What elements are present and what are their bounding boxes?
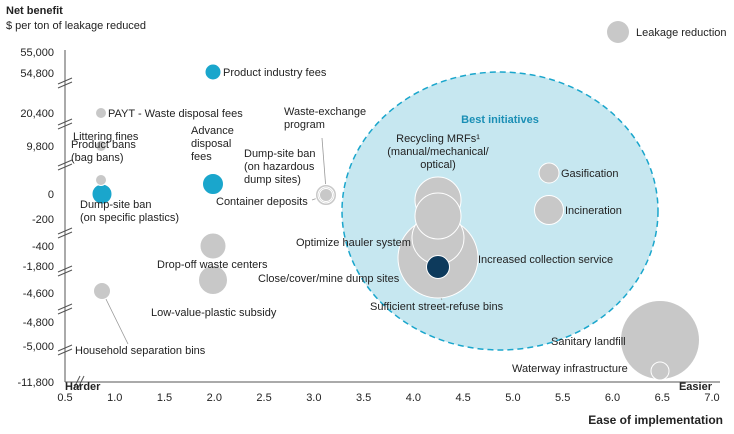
label-drop-off-waste-centers: Drop-off waste centers: [157, 259, 268, 271]
label-littering-fines: Littering fines: [73, 131, 139, 143]
bubble-littering-fines: [95, 140, 107, 152]
label-product-industry-fees: Product industry fees: [223, 67, 327, 79]
bubble-sufficient-street-refuse-bins: [426, 255, 450, 279]
y-tick-label: -1,800: [23, 261, 54, 273]
x-harder-label: Harder: [65, 381, 101, 393]
label-low-value-plastic-subsidy: Low-value-plastic subsidy: [151, 307, 277, 319]
bubble-incineration: [534, 195, 564, 225]
bubble-advance-disposal-fees: [202, 173, 224, 195]
y-tick-label: -5,000: [23, 341, 54, 353]
x-easier-label: Easier: [679, 381, 713, 393]
y-tick-label: -400: [32, 241, 54, 253]
legend-label: Leakage reduction: [636, 27, 727, 39]
x-ticks: 0.5 1.0 1.5 2.0 2.5 3.0 3.5 4.0 4.5 5.0 5.5 6.0 6.5 7…: [57, 392, 719, 404]
x-tick-label: 3.0: [306, 392, 321, 404]
chart-title: Net benefit: [6, 5, 63, 17]
y-tick-label: 54,800: [20, 68, 54, 80]
label-product-bans: Product bans (bag bans): [71, 139, 136, 164]
x-tick-label: 4.0: [406, 392, 421, 404]
y-tick-label: -200: [32, 214, 54, 226]
label-waterway-infrastructure: Waterway infrastructure: [512, 363, 628, 375]
bubble-waste-exchange-program: [319, 188, 333, 202]
bubble-waterway-infrastructure: [650, 361, 670, 381]
label-container-deposits: Container deposits: [216, 196, 308, 208]
label-recycling-mrfs: Recycling MRFs¹ (manual/mechanical/optica…: [387, 133, 489, 171]
x-axis-title: Ease of implementation: [588, 413, 723, 427]
x-tick-label: 7.0: [704, 392, 719, 404]
label-dump-site-ban-plastics: Dump-site ban (on specific plastics): [80, 199, 179, 224]
bubble-drop-off-waste-centers: [199, 232, 227, 260]
label-incineration: Incineration: [565, 205, 622, 217]
label-household-separation-bins: Household separation bins: [75, 345, 206, 357]
label-gasification: Gasification: [561, 168, 618, 180]
y-tick-label: -4,600: [23, 288, 54, 300]
y-ticks: 55,000 54,800 20,400 9,800 0 -200 -400 -1,800 -4…: [18, 47, 55, 389]
y-tick-label: 0: [48, 189, 54, 201]
x-tick-label: 0.5: [57, 392, 72, 404]
x-tick-label: 3.5: [356, 392, 371, 404]
bubbles: [91, 63, 700, 381]
x-tick-label: 6.5: [655, 392, 670, 404]
y-tick-label: -11,800: [18, 377, 55, 389]
x-tick-label: 6.0: [605, 392, 620, 404]
x-tick-label: 1.0: [107, 392, 122, 404]
x-tick-label: 1.5: [157, 392, 172, 404]
y-tick-label: 20,400: [20, 108, 54, 120]
y-tick-label: 9,800: [26, 141, 54, 153]
x-tick-label: 5.5: [555, 392, 570, 404]
label-payt: PAYT - Waste disposal fees: [108, 108, 243, 120]
label-increased-collection-service: Increased collection service: [478, 254, 613, 266]
x-tick-label: 2.5: [256, 392, 271, 404]
label-sanitary-landfill: Sanitary landfill: [551, 336, 626, 348]
label-optimize-hauler-system: Optimize hauler system: [296, 237, 411, 249]
y-tick-label: 55,000: [20, 47, 54, 59]
label-close-cover-mine-dump-sites: Close/cover/mine dump sites: [258, 273, 400, 285]
bubble-gasification: [538, 162, 560, 184]
y-tick-label: -4,800: [23, 317, 54, 329]
point-labels: Product industry fees PAYT - Waste dispos…: [71, 67, 628, 375]
bubble-product-bans: [95, 174, 107, 186]
cluster-label: Best initiatives: [461, 114, 539, 126]
x-tick-label: 4.5: [456, 392, 471, 404]
bubble-optimize-hauler-system: [414, 192, 462, 240]
bubble-product-industry-fees: [204, 63, 222, 81]
bubble-household-separation-bins: [93, 282, 111, 300]
x-axis-break-marks: [73, 375, 85, 389]
label-waste-exchange-program: Waste-exchange program: [284, 106, 366, 131]
label-sufficient-street-refuse-bins: Sufficient street-refuse bins: [370, 301, 504, 313]
label-advance-disposal-fees: Advance disposal fees: [191, 125, 234, 163]
label-dump-site-ban-hazardous: Dump-site ban (on hazardous dump sites): [244, 148, 316, 186]
y-axis-break-marks: [57, 77, 73, 356]
x-tick-label: 2.0: [207, 392, 222, 404]
chart-subtitle: $ per ton of leakage reduced: [6, 20, 146, 32]
bubble-low-value-plastic-subsidy: [198, 265, 228, 295]
bubble-payt: [95, 107, 107, 119]
legend-bubble: [607, 21, 629, 43]
x-tick-label: 5.0: [505, 392, 520, 404]
